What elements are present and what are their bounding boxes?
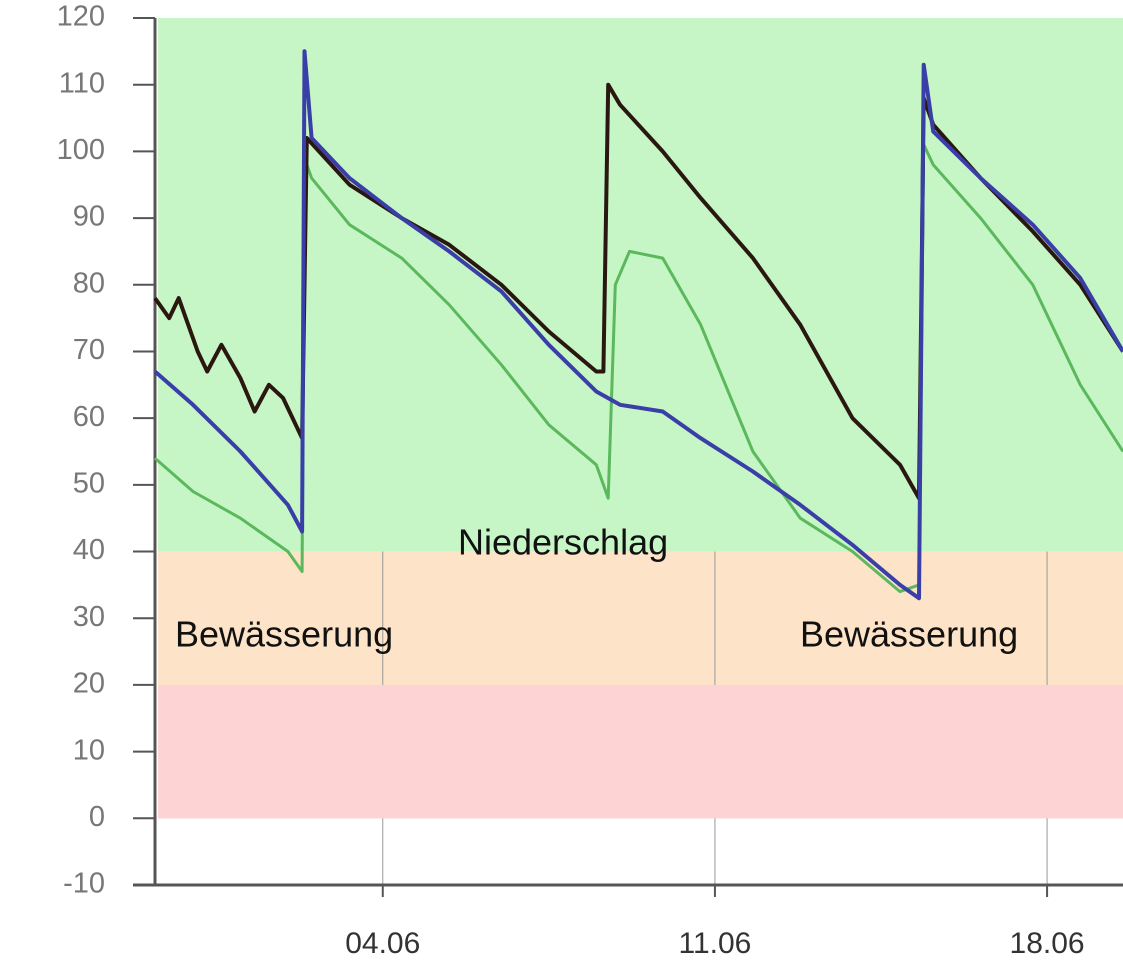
series-line [153, 49, 1123, 601]
y-tick-label: 30 [73, 601, 105, 633]
y-tick-label: 40 [73, 534, 105, 566]
y-tick-label: 50 [73, 468, 105, 500]
y-tick-label: 80 [73, 267, 105, 299]
y-tick-label: 100 [57, 134, 105, 166]
y-tick-label: 120 [57, 1, 105, 33]
y-tick-label: 90 [73, 201, 105, 233]
x-tick-label: 11.06 [678, 927, 751, 960]
y-tick-label: 10 [73, 734, 105, 766]
annotation: Bewässerung [800, 614, 1018, 655]
threshold-band [158, 18, 1123, 552]
y-tick-label: -10 [63, 868, 105, 900]
y-tick-label: 20 [73, 668, 105, 700]
y-tick-label: 0 [89, 801, 105, 833]
y-tick-label: 110 [59, 67, 105, 99]
threshold-band [158, 684, 1123, 819]
y-tick-label: 70 [73, 334, 105, 366]
annotation: Niederschlag [458, 522, 668, 563]
threshold-band [158, 551, 1123, 685]
y-tick-label: 60 [73, 401, 105, 433]
annotation: Bewässerung [175, 614, 393, 655]
x-tick-label: 04.06 [345, 927, 420, 960]
x-tick-label: 18.06 [1010, 927, 1085, 960]
